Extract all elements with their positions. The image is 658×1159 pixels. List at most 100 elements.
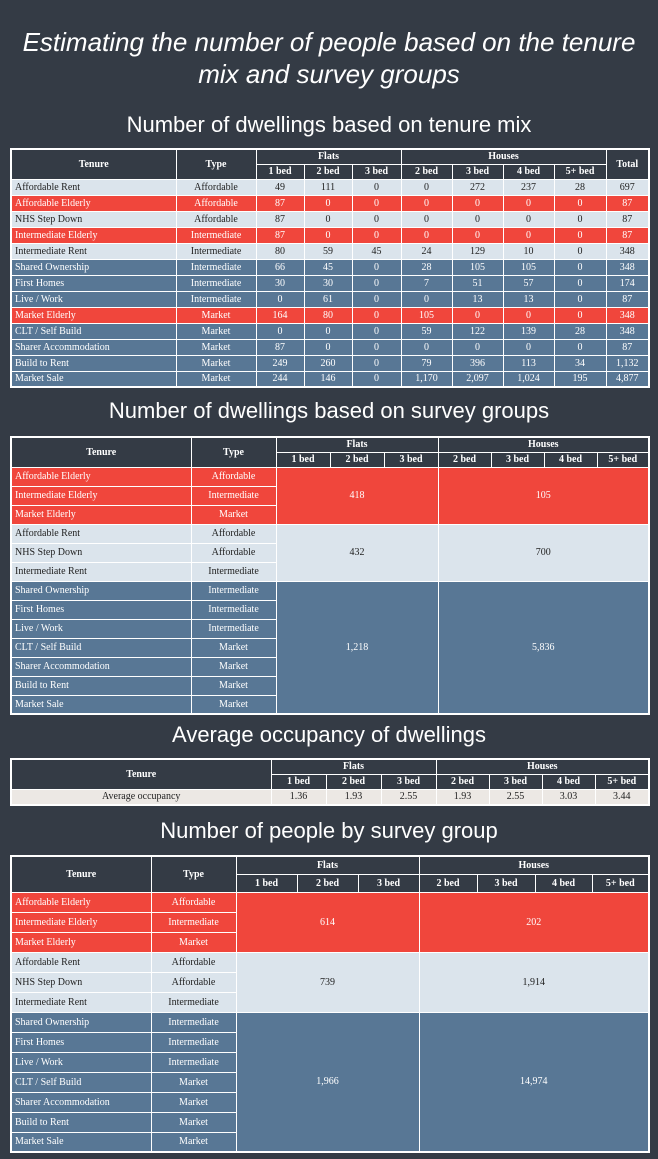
header-cell: 2 bed (329, 451, 385, 468)
value-cell: 348 (605, 322, 650, 340)
value-cell: 66 (255, 258, 305, 276)
value-cell: 0 (351, 210, 402, 228)
header-cell: 3 bed (476, 873, 536, 893)
value-cell: 13 (502, 290, 555, 308)
value-cell: 0 (400, 194, 453, 212)
value-cell: 59 (400, 322, 453, 340)
value-cell: 3.44 (594, 788, 650, 806)
tenure-cell: CLT / Self Build (10, 322, 177, 340)
header-cell: 3 bed (380, 773, 437, 790)
value-cell: 146 (303, 370, 353, 388)
table-row: Affordable Rent Affordable 432 700 (10, 523, 650, 582)
merged-value: 739 (235, 951, 420, 1013)
tenure-cell: Intermediate Rent (10, 242, 177, 260)
header-row: Tenure Flats Houses (10, 758, 650, 790)
value-cell: 0 (351, 290, 402, 308)
header-cell: Type (150, 855, 237, 893)
value-cell: 51 (451, 274, 504, 292)
value-cell: 10 (502, 242, 555, 260)
value-cell: 0 (553, 258, 607, 276)
header-cell: 2 bed (296, 873, 359, 893)
header-cell: 2 bed (437, 451, 492, 468)
header-cell: 4 bed (543, 451, 598, 468)
type-cell: Affordable (150, 951, 237, 973)
value-cell: 28 (553, 322, 607, 340)
value-cell: 195 (553, 370, 607, 388)
header-cell: Flats (255, 148, 402, 165)
type-cell: Intermediate (150, 991, 237, 1013)
tenure-cell: NHS Step Down (10, 542, 192, 563)
value-cell: 0 (502, 338, 555, 356)
tenure-cell: Average occupancy (10, 788, 272, 806)
type-cell: Intermediate (190, 580, 277, 601)
value-cell: 0 (351, 178, 402, 196)
value-cell: 45 (351, 242, 402, 260)
merged-value: 432 (275, 523, 439, 582)
type-cell: Intermediate (175, 274, 257, 292)
tenure-cell: Build to Rent (10, 354, 177, 372)
header-cell: Tenure (10, 758, 272, 790)
type-cell: Market (150, 1131, 237, 1153)
header-cell: 1 bed (235, 873, 298, 893)
header-cell: 4 bed (541, 773, 596, 790)
header-cell: 4 bed (502, 163, 555, 180)
type-cell: Market (190, 675, 277, 696)
tenure-cell: Live / Work (10, 290, 177, 308)
header-cell: 3 bed (351, 163, 402, 180)
type-cell: Intermediate (190, 599, 277, 620)
value-cell: 0 (451, 210, 504, 228)
table-body: Affordable Elderly Affordable 614 202 Interm… (10, 891, 650, 1153)
header-cell: 2 bed (325, 773, 382, 790)
merged-value: 614 (235, 891, 420, 953)
table-row: Shared Ownership Intermediate 66 45 0 28 105 10… (10, 258, 650, 276)
value-cell: 30 (255, 274, 305, 292)
type-cell: Intermediate (150, 1031, 237, 1053)
header-cell: 5+ bed (596, 451, 650, 468)
value-cell: 1.93 (435, 788, 490, 806)
table-row: First Homes Intermediate 30 30 0 7 51 57 0 174 (10, 274, 650, 292)
merged-value: 1,914 (418, 951, 650, 1013)
header-cell: Flats (235, 855, 420, 875)
value-cell: 80 (255, 242, 305, 260)
value-cell: 0 (303, 338, 353, 356)
header-cell: Type (190, 436, 277, 468)
value-cell: 0 (351, 306, 402, 324)
value-cell: 59 (303, 242, 353, 260)
table-row: NHS Step Down Affordable 87 0 0 0 0 0 0 87 (10, 210, 650, 228)
tenure-cell: Intermediate Rent (10, 561, 192, 582)
header-cell: 5+ bed (553, 163, 607, 180)
table-row: Affordable Elderly Affordable 87 0 0 0 0 0 0 87 (10, 194, 650, 212)
tenure-cell: Market Elderly (10, 306, 177, 324)
value-cell: 0 (553, 242, 607, 260)
type-cell: Affordable (190, 466, 277, 487)
type-cell: Market (150, 1091, 237, 1113)
header-row: Tenure Type Flats Houses (10, 436, 650, 468)
table-body: Average occupancy 1.36 1.93 2.55 1.93 2.55 3.0… (10, 788, 650, 806)
merged-value: 105 (437, 466, 650, 525)
type-cell: Market (150, 931, 237, 953)
value-cell: 7 (400, 274, 453, 292)
tenure-cell: Affordable Rent (10, 523, 192, 544)
value-cell: 0 (553, 306, 607, 324)
value-cell: 0 (553, 274, 607, 292)
type-cell: Intermediate (150, 1011, 237, 1033)
value-cell: 0 (351, 322, 402, 340)
header-row: 1 bed 2 bed 3 bed 2 bed 3 bed 4 bed 5+ bed (11, 451, 650, 468)
tenure-cell: Market Sale (10, 694, 192, 715)
table-header: Tenure Type Flats Houses 1 bed 2 bed 3 bed 2 be… (10, 436, 650, 468)
type-cell: Intermediate (150, 1051, 237, 1073)
value-cell: 249 (255, 354, 305, 372)
type-cell: Intermediate (190, 618, 277, 639)
value-cell: 80 (303, 306, 353, 324)
type-cell: Market (190, 694, 277, 715)
merged-value: 418 (275, 466, 439, 525)
value-cell: 272 (451, 178, 504, 196)
value-cell: 13 (451, 290, 504, 308)
tenure-cell: Affordable Elderly (10, 194, 177, 212)
table-body: Affordable Elderly Affordable 418 105 Interm… (10, 466, 650, 715)
data-table: Tenure Flats Houses 1 bed 2 bed 3 bed 2 bed 3 b… (10, 758, 651, 806)
table-row: Build to Rent Market 249 260 0 79 396 113 34 1,13… (10, 354, 650, 372)
value-cell: 0 (451, 306, 504, 324)
table-row: Affordable Rent Affordable 739 1,914 (10, 951, 650, 1013)
